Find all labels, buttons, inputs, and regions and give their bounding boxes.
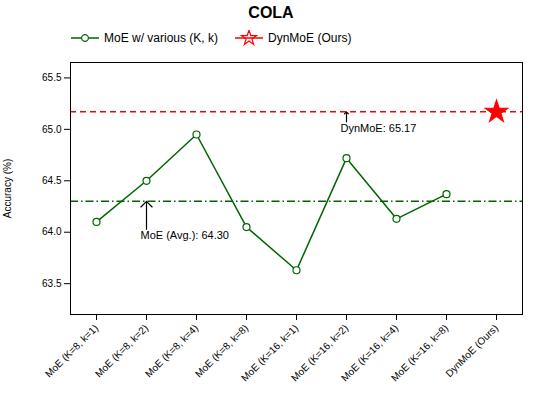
svg-text:MoE (K=16, k=1): MoE (K=16, k=1) [238,322,301,384]
svg-text:MoE (K=16, k=8): MoE (K=16, k=8) [389,322,450,383]
svg-text:64.5: 64.5 [42,175,62,186]
svg-text:MoE (K=8, k=2): MoE (K=8, k=2) [93,322,150,379]
html-text:MoE w/ various (K, k): MoE w/ various (K, k) [104,31,218,45]
html-text:DynMoE (Ours): DynMoE (Ours) [268,31,352,45]
svg-text:65.0: 65.0 [42,124,62,135]
html-text:COLA: COLA [248,4,294,21]
svg-text:63.5: 63.5 [42,278,62,289]
svg-text:Accuracy (%): Accuracy (%) [2,159,13,218]
svg-text:MoE (K=8, k=4): MoE (K=8, k=4) [143,322,200,379]
svg-text:MoE (K=8, k=1): MoE (K=8, k=1) [43,322,100,379]
svg-text:MoE (K=8, k=8): MoE (K=8, k=8) [193,322,250,379]
svg-text:MoE (K=16, k=4): MoE (K=16, k=4) [338,322,401,384]
svg-text:DynMoE: 65.17: DynMoE: 65.17 [341,122,417,134]
svg-text:MoE (K=16, k=2): MoE (K=16, k=2) [288,322,351,384]
svg-text:MoE (Avg.): 64.30: MoE (Avg.): 64.30 [141,229,229,241]
svg-text:DynMoE (Ours): DynMoE (Ours) [443,322,500,379]
svg-text:65.5: 65.5 [42,72,62,83]
svg-text:64.0: 64.0 [42,226,62,237]
